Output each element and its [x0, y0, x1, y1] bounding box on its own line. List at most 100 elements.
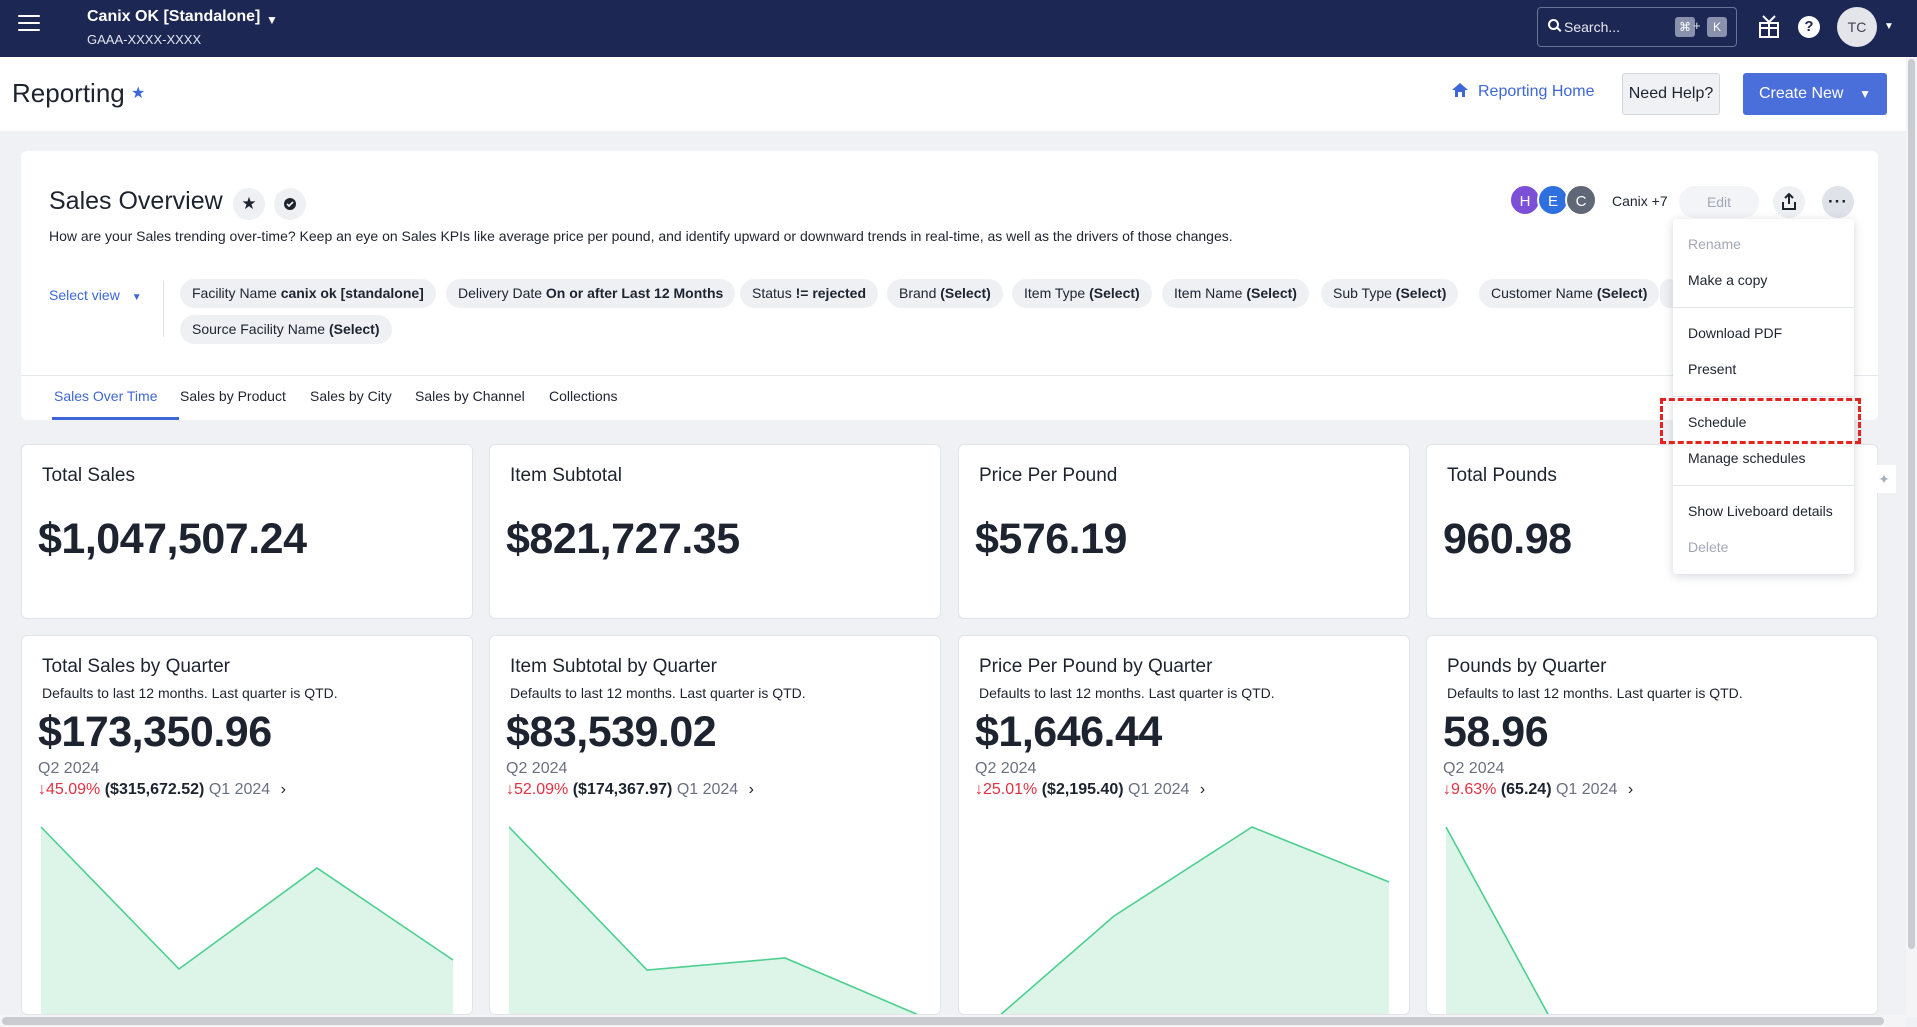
user-avatar[interactable]: TC — [1837, 7, 1877, 47]
reporting-home-label: Reporting Home — [1478, 83, 1595, 100]
card-subtitle: Defaults to last 12 months. Last quarter… — [1447, 685, 1743, 701]
quarter-card-pounds[interactable]: Pounds by Quarter Defaults to last 12 mo… — [1426, 635, 1878, 1015]
tab-sales-by-city[interactable]: Sales by City — [310, 388, 392, 404]
user-menu-chevron-icon[interactable]: ▼ — [1884, 21, 1894, 32]
area-chart — [1445, 826, 1549, 1014]
kpi-title: Item Subtotal — [510, 465, 622, 486]
card-subtitle: Defaults to last 12 months. Last quarter… — [42, 685, 338, 701]
menu-item-schedule[interactable]: Schedule — [1688, 414, 1747, 430]
chevron-right-icon[interactable]: › — [1199, 781, 1206, 798]
tabs-divider — [21, 375, 1878, 376]
filter-chip-sub-type[interactable]: Sub Type (Select) — [1321, 279, 1459, 308]
card-subtitle: Defaults to last 12 months. Last quarter… — [510, 685, 806, 701]
filter-chip-customer-name[interactable]: Customer Name (Select) — [1479, 279, 1660, 308]
kpi-value: 960.98 — [1443, 515, 1572, 563]
filter-chip-delivery-date[interactable]: Delivery Date On or after Last 12 Months — [446, 279, 736, 308]
filter-chip-item-type[interactable]: Item Type (Select) — [1012, 279, 1152, 308]
create-new-label: Create New — [1759, 85, 1844, 102]
ai-sparkle-icon[interactable]: ✦ — [1872, 465, 1896, 493]
chevron-down-icon: ▼ — [1859, 87, 1871, 101]
menu-item-present[interactable]: Present — [1688, 361, 1737, 377]
card-change: ↓45.09% ($315,672.52) Q1 2024 › — [38, 781, 286, 798]
area-chart — [40, 826, 454, 1014]
menu-item-manage-schedules[interactable]: Manage schedules — [1688, 450, 1806, 466]
area-chart — [508, 826, 919, 1014]
quarter-card-total-sales[interactable]: Total Sales by Quarter Defaults to last … — [21, 635, 473, 1015]
kpi-value: $576.19 — [975, 515, 1127, 563]
reporting-home-link[interactable]: Reporting Home — [1452, 82, 1595, 101]
viewer-avatar[interactable]: C — [1565, 184, 1597, 216]
filter-chip-brand[interactable]: Brand (Select) — [887, 279, 1003, 308]
verified-badge-icon[interactable] — [274, 188, 306, 220]
help-icon[interactable]: ? — [1798, 16, 1820, 38]
card-period: Q2 2024 — [1443, 760, 1505, 777]
kpi-value: $1,047,507.24 — [38, 515, 307, 563]
card-title: Item Subtotal by Quarter — [510, 656, 717, 677]
favorite-star-icon[interactable]: ★ — [233, 188, 265, 220]
page-header: Reporting ★ Reporting Home Need Help? Cr… — [0, 57, 1917, 131]
filter-chip-item-name[interactable]: Item Name (Select) — [1162, 279, 1309, 308]
menu-item-make-a-copy[interactable]: Make a copy — [1688, 272, 1768, 288]
filter-chip-facility-name[interactable]: Facility Name canix ok [standalone] — [180, 279, 436, 308]
chevron-right-icon[interactable]: › — [280, 781, 286, 798]
chevron-down-icon: ▼ — [131, 292, 142, 303]
kpi-card-price-per-pound[interactable]: Price Per Pound $576.19 — [958, 444, 1410, 619]
quarter-card-price-per-pound[interactable]: Price Per Pound by Quarter Defaults to l… — [958, 635, 1410, 1015]
share-button[interactable] — [1773, 186, 1805, 218]
filter-chip-status[interactable]: Status != rejected — [740, 279, 879, 308]
liveboard-description: How are your Sales trending over-time? K… — [49, 228, 1233, 244]
menu-divider — [1673, 485, 1854, 486]
search-input[interactable]: Search... ⌘ + K — [1537, 7, 1737, 47]
favorite-star-icon[interactable]: ★ — [131, 85, 146, 102]
horizontal-scrollbar[interactable] — [0, 1015, 1906, 1027]
scrollbar-thumb[interactable] — [1908, 59, 1915, 949]
hamburger-menu-icon[interactable] — [18, 15, 40, 33]
ellipsis-icon: ··· — [1828, 192, 1848, 211]
shortcut-plus: + — [1693, 18, 1701, 33]
filter-chip-source-facility-name[interactable]: Source Facility Name (Select) — [180, 315, 392, 344]
kpi-value: $821,727.35 — [506, 515, 740, 563]
card-change: ↓25.01% ($2,195.40) Q1 2024 › — [975, 781, 1206, 798]
tab-collections[interactable]: Collections — [549, 388, 618, 404]
menu-item-delete[interactable]: Delete — [1688, 539, 1729, 555]
quarter-card-item-subtotal[interactable]: Item Subtotal by Quarter Defaults to las… — [489, 635, 941, 1015]
kpi-card-total-sales[interactable]: Total Sales $1,047,507.24 — [21, 444, 473, 619]
tab-sales-by-product[interactable]: Sales by Product — [180, 388, 286, 404]
kpi-card-item-subtotal[interactable]: Item Subtotal $821,727.35 — [489, 444, 941, 619]
k-key-hint: K — [1707, 17, 1727, 37]
gift-icon[interactable] — [1758, 14, 1780, 38]
select-view-dropdown[interactable]: Select view ▼ — [49, 287, 142, 303]
arrow-down-icon: ↓ — [975, 781, 983, 798]
vertical-scrollbar[interactable] — [1906, 57, 1917, 1017]
viewers-more-label[interactable]: Canix +7 — [1612, 193, 1668, 209]
create-new-button[interactable]: Create New ▼ — [1743, 73, 1887, 115]
card-subtitle: Defaults to last 12 months. Last quarter… — [979, 685, 1275, 701]
arrow-down-icon: ↓ — [1443, 781, 1451, 798]
card-change: ↓52.09% ($174,367.97) Q1 2024 › — [506, 781, 754, 798]
chevron-down-icon[interactable]: ▼ — [266, 13, 278, 27]
home-icon — [1452, 83, 1468, 97]
org-switcher-name[interactable]: Canix OK [Standalone] — [87, 8, 261, 25]
need-help-button[interactable]: Need Help? — [1622, 73, 1720, 115]
liveboard-header-card: Sales Overview ★ How are your Sales tren… — [21, 151, 1878, 420]
scrollbar-thumb[interactable] — [2, 1017, 1884, 1025]
search-placeholder: Search... — [1564, 19, 1621, 35]
chevron-right-icon[interactable]: › — [748, 781, 754, 798]
card-change: ↓9.63% (65.24) Q1 2024 › — [1443, 781, 1634, 798]
highlight-annotation — [1660, 398, 1861, 444]
tab-sales-over-time[interactable]: Sales Over Time — [54, 388, 158, 404]
page-title: Reporting — [12, 78, 125, 108]
top-navigation-bar: Canix OK [Standalone] ▼ GAAA-XXXX-XXXX S… — [0, 0, 1917, 57]
menu-item-show-liveboard-details[interactable]: Show Liveboard details — [1688, 503, 1833, 519]
chevron-right-icon[interactable]: › — [1627, 781, 1634, 798]
menu-divider — [1673, 396, 1854, 397]
menu-item-rename[interactable]: Rename — [1688, 236, 1741, 252]
divider — [163, 281, 164, 337]
edit-button[interactable]: Edit — [1679, 186, 1759, 218]
share-icon — [1782, 192, 1796, 210]
more-options-button[interactable]: ··· — [1822, 186, 1854, 218]
select-view-label: Select view — [49, 287, 120, 303]
card-value: $83,539.02 — [506, 708, 717, 756]
tab-sales-by-channel[interactable]: Sales by Channel — [415, 388, 525, 404]
menu-item-download-pdf[interactable]: Download PDF — [1688, 325, 1783, 341]
